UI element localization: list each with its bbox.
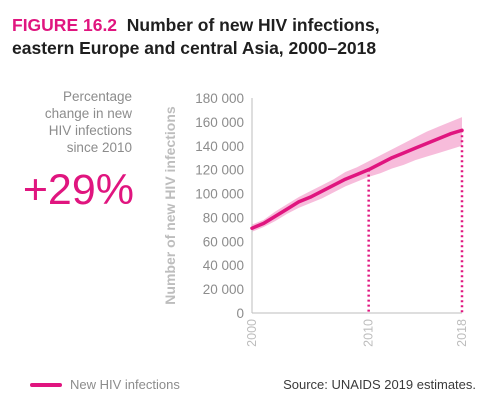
stat-caption-line: Percentage <box>62 89 132 104</box>
source-note: Source: UNAIDS 2019 estimates. <box>283 377 476 392</box>
figure-title-line1: Number of new HIV infections, <box>126 15 380 35</box>
stat-caption-line: change in new <box>44 106 132 121</box>
legend-label: New HIV infections <box>70 377 180 392</box>
y-tick-label: 80 000 <box>203 210 244 225</box>
data-point <box>332 183 335 187</box>
data-point <box>449 132 452 136</box>
figure-title: FIGURE 16.2 Number of new HIV infections… <box>12 14 492 60</box>
data-point <box>309 195 312 199</box>
data-point <box>437 137 440 140</box>
figure-label: FIGURE 16.2 <box>12 15 118 35</box>
data-point <box>250 226 254 230</box>
stat-value: +29% <box>22 166 134 214</box>
x-tick-label: 2010 <box>362 319 376 347</box>
y-tick-label: 160 000 <box>195 115 244 130</box>
data-point <box>297 200 300 204</box>
y-tick-label: 120 000 <box>195 163 244 178</box>
legend: New HIV infections <box>30 377 180 392</box>
stat-caption-line: since 2010 <box>66 140 132 155</box>
data-point <box>320 189 324 193</box>
figure-title-line2: eastern Europe and central Asia, 2000–20… <box>12 38 377 58</box>
y-tick-label: 180 000 <box>195 91 244 106</box>
y-axis-label: Number of new HIV infections <box>162 106 178 305</box>
data-point <box>390 156 394 159</box>
data-point <box>425 142 429 145</box>
y-tick-label: 20 000 <box>203 282 244 297</box>
y-tick-label: 60 000 <box>203 234 244 249</box>
data-point <box>274 215 277 218</box>
data-point <box>285 207 289 211</box>
stat-caption-line: HIV infections <box>48 123 132 138</box>
y-tick-label: 0 <box>236 306 244 321</box>
data-point <box>367 168 370 171</box>
data-point <box>402 151 405 155</box>
y-tick-label: 100 000 <box>195 187 244 202</box>
legend-swatch <box>30 382 62 387</box>
data-point <box>262 222 265 225</box>
data-point <box>414 146 417 150</box>
data-point <box>355 173 359 176</box>
data-point <box>344 178 347 181</box>
stat-caption: Percentage change in new HIV infections … <box>20 88 132 156</box>
x-tick-label: 2000 <box>245 319 259 347</box>
y-tick-label: 40 000 <box>203 258 244 273</box>
y-tick-label: 140 000 <box>195 139 244 154</box>
x-tick-label: 2018 <box>455 319 469 347</box>
data-point <box>460 129 464 132</box>
data-point <box>379 162 382 165</box>
